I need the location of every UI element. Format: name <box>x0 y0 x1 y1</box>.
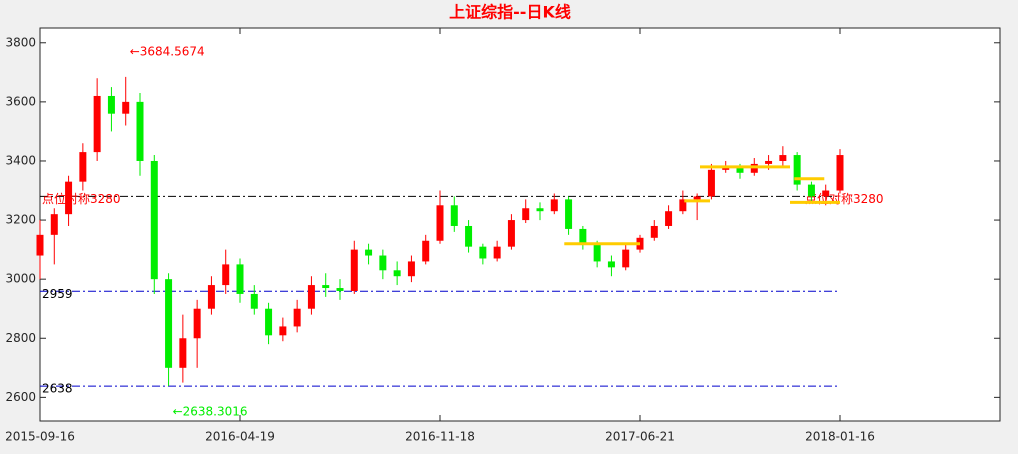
candle-body <box>193 308 201 339</box>
candle-body <box>379 255 387 271</box>
candle-body <box>293 308 301 327</box>
candle-body <box>507 220 515 247</box>
candle-body <box>350 249 358 291</box>
candle-body <box>279 326 287 336</box>
candle-body <box>822 190 830 197</box>
candle-body <box>150 160 158 280</box>
x-tick-label: 2016-11-18 <box>405 430 475 444</box>
level-label: 2638 <box>42 382 73 396</box>
candle-body <box>122 101 130 114</box>
plot-area <box>39 27 1001 422</box>
candle-body <box>322 285 330 289</box>
y-tick-label: 3800 <box>5 35 36 49</box>
x-tick-label: 2015-09-16 <box>5 430 75 444</box>
candle-body <box>36 234 44 256</box>
candle-body <box>50 214 58 235</box>
y-tick-label: 3000 <box>5 272 36 286</box>
candle-body <box>665 211 673 226</box>
x-tick-label: 2018-01-16 <box>805 430 875 444</box>
candle-body <box>407 261 415 277</box>
candle-body <box>693 196 701 200</box>
candle-body <box>679 199 687 212</box>
candle-body <box>465 225 473 247</box>
candle-body <box>436 205 444 241</box>
candle-body <box>422 240 430 262</box>
chart-title: 上证综指--日K线 <box>449 3 571 22</box>
candle-body <box>207 285 215 309</box>
y-tick-label: 2800 <box>5 331 36 345</box>
y-tick-label: 3200 <box>5 213 36 227</box>
candle-body <box>265 308 273 336</box>
candle-body <box>565 199 573 229</box>
candle-body <box>179 338 187 368</box>
candle-body <box>836 155 844 191</box>
level-label: 2959 <box>42 287 73 301</box>
candle-body <box>165 279 173 368</box>
candle-body <box>536 208 544 212</box>
candle-body <box>650 225 658 238</box>
candle-body <box>79 152 87 182</box>
candle-body <box>765 160 773 164</box>
candle-body <box>593 243 601 262</box>
candle-body <box>393 270 401 277</box>
annotation: ←3684.5674 <box>130 44 205 58</box>
candle-body <box>365 249 373 256</box>
level-label: 点位对称3280 <box>42 191 121 206</box>
x-tick-label: 2016-04-19 <box>205 430 275 444</box>
candle-body <box>522 208 530 221</box>
candle-body <box>136 101 144 161</box>
candle-body <box>307 285 315 309</box>
y-tick-label: 3400 <box>5 153 36 167</box>
candle-body <box>707 169 715 197</box>
candle-body <box>336 288 344 291</box>
y-tick-label: 3600 <box>5 94 36 108</box>
candle-body <box>107 95 115 114</box>
annotation: ←2638.3016 <box>173 405 248 419</box>
candle-body <box>736 166 744 173</box>
candle-body <box>779 155 787 161</box>
candle-body <box>250 293 258 309</box>
candle-body <box>65 181 73 215</box>
candle-body <box>93 95 101 153</box>
y-tick-label: 2600 <box>5 390 36 404</box>
x-tick-label: 2017-06-21 <box>605 430 675 444</box>
candle-body <box>479 246 487 259</box>
candle-body <box>450 205 458 226</box>
candle-body <box>793 155 801 185</box>
candle-body <box>222 264 230 286</box>
candle-body <box>493 246 501 259</box>
candle-body <box>607 261 615 268</box>
candle-body <box>236 264 244 294</box>
candle-body <box>807 184 815 197</box>
candle-body <box>622 249 630 268</box>
candle-body <box>579 228 587 244</box>
candle-body <box>550 199 558 212</box>
